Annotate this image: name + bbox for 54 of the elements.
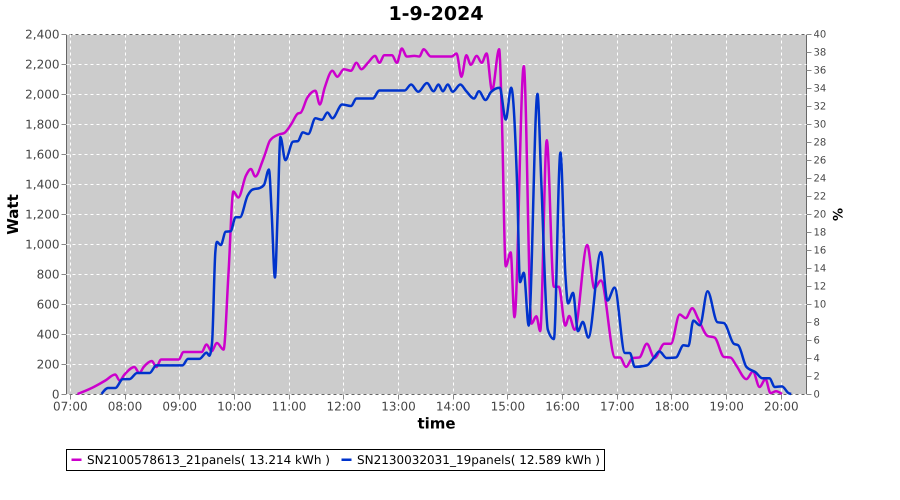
y2-tick-label: 40	[814, 30, 826, 40]
x-tick-label: 15:00	[490, 400, 526, 414]
y2-tick-label: 28	[814, 138, 826, 148]
y2-tick-label: 32	[814, 102, 826, 112]
y2-tick-label: 12	[814, 282, 826, 292]
y2-tick-label: 16	[814, 246, 826, 256]
x-tick-label: 16:00	[545, 400, 580, 414]
x-tick-label: 12:00	[326, 400, 362, 414]
y-tick-label: 0	[52, 388, 60, 402]
x-tick-label: 19:00	[709, 400, 744, 414]
y-tick-label: 2,400	[25, 28, 60, 42]
y2-tick-label: 6	[814, 336, 820, 346]
y-tick-label: 2,200	[25, 58, 60, 72]
x-tick-label: 10:00	[217, 400, 252, 414]
x-tick-label: 18:00	[654, 400, 690, 414]
y2-tick-label: 38	[814, 48, 826, 58]
y2-tick-label: 0	[814, 390, 820, 400]
y-tick-label: 1,600	[25, 148, 60, 162]
y-tick-label: 2,000	[25, 88, 60, 102]
x-tick-label: 20:00	[764, 400, 799, 414]
y2-tick-label: 8	[814, 318, 820, 328]
y2-tick-label: 18	[814, 228, 826, 238]
y2-tick-label: 14	[814, 264, 826, 274]
y2-tick-label: 10	[814, 300, 826, 310]
y-tick-label: 1,800	[25, 118, 60, 132]
y2-tick-label: 20	[814, 210, 826, 220]
x-tick-label: 09:00	[162, 400, 198, 414]
y-tick-label: 200	[36, 358, 60, 372]
y-axis-title: Watt	[4, 194, 22, 235]
legend-label: SN2130032031_19panels( 12.589 kWh )	[357, 452, 600, 467]
y2-tick-label: 30	[814, 120, 826, 130]
y-tick-label: 1,000	[25, 238, 60, 252]
x-tick-label: 08:00	[108, 400, 142, 414]
x-tick-label: 13:00	[381, 400, 416, 414]
y2-tick-label: 24	[814, 174, 826, 184]
y2-tick-label: 4	[814, 354, 820, 364]
y2-tick-label: 22	[814, 192, 826, 202]
y2-tick-label: 34	[814, 84, 826, 94]
y-tick-label: 1,200	[25, 208, 60, 222]
x-tick-label: 17:00	[600, 400, 635, 414]
y-tick-label: 400	[36, 328, 60, 342]
y2-axis-title: %	[829, 208, 844, 222]
x-tick-label: 07:00	[53, 400, 88, 414]
y-tick-label: 1,400	[25, 178, 60, 192]
x-tick-label: 11:00	[272, 400, 306, 414]
y2-tick-label: 36	[814, 66, 826, 76]
x-axis-title: time	[417, 414, 456, 432]
legend-label: SN2100578613_21panels( 13.214 kWh )	[87, 452, 330, 467]
y2-tick-label: 26	[814, 156, 826, 166]
x-tick-label: 14:00	[436, 400, 470, 414]
chart-title: 1-9-2024	[388, 3, 484, 25]
y2-tick-label: 2	[814, 372, 820, 382]
y-tick-label: 800	[36, 268, 60, 282]
y-tick-label: 600	[36, 298, 60, 312]
